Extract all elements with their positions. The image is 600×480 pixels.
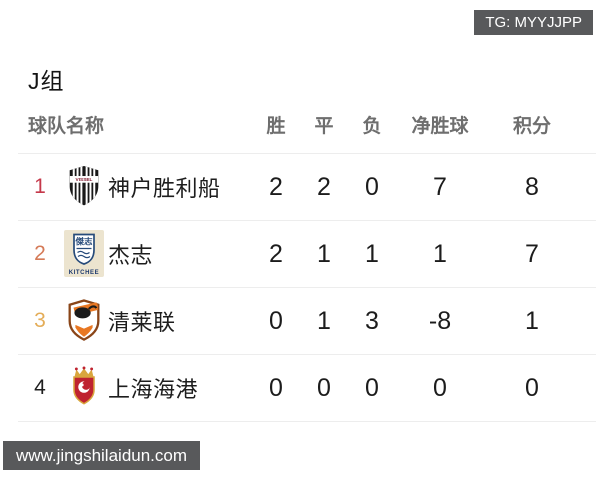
chiangrai-united-logo <box>68 299 100 341</box>
stat-goal-diff: 1 <box>433 239 447 268</box>
svg-text:KITCHEE: KITCHEE <box>69 270 100 276</box>
stat-draw: 2 <box>317 172 331 201</box>
rank-number: 2 <box>34 242 46 265</box>
team-logo-cell: VISSEL <box>62 163 106 211</box>
column-header-draw: 平 <box>314 115 334 137</box>
watermark-badge: www.jingshilaidun.com <box>3 441 201 470</box>
column-header-points: 积分 <box>512 115 551 137</box>
tg-badge: TG: MYYJJPP <box>474 10 593 35</box>
stat-goal-diff: 7 <box>433 172 447 201</box>
team-name: 上海海港 <box>108 377 199 402</box>
table-row[interactable]: 4 上海海港 0 0 0 0 0 <box>18 355 596 422</box>
svg-text:傑志: 傑志 <box>74 237 93 247</box>
stat-win: 2 <box>269 172 283 201</box>
shanghai-port-logo <box>73 366 95 405</box>
stat-goal-diff: -8 <box>428 306 452 335</box>
rank-number: 1 <box>34 175 46 198</box>
team-name: 神户胜利船 <box>108 176 221 201</box>
stat-loss: 1 <box>365 239 379 268</box>
column-header-team: 球队名称 <box>28 115 105 137</box>
team-name: 清莱联 <box>108 310 176 335</box>
stat-loss: 3 <box>365 306 379 335</box>
svg-text:VISSEL: VISSEL <box>76 177 93 183</box>
stat-points: 1 <box>525 306 539 335</box>
stat-points: 0 <box>525 373 539 402</box>
table-row[interactable]: 1 VISSEL <box>18 154 596 221</box>
column-header-win: 胜 <box>266 115 286 137</box>
team-name: 杰志 <box>108 243 154 268</box>
stat-win: 0 <box>269 306 283 335</box>
rank-number: 3 <box>34 309 46 332</box>
stat-draw: 0 <box>317 373 331 402</box>
stat-loss: 0 <box>365 172 379 201</box>
vissel-kobe-logo: VISSEL <box>69 166 99 206</box>
stat-win: 2 <box>269 239 283 268</box>
stat-draw: 1 <box>317 306 331 335</box>
stat-loss: 0 <box>365 373 379 402</box>
team-logo-cell: 傑志 KITCHEE <box>62 229 106 279</box>
stat-points: 7 <box>525 239 539 268</box>
stat-draw: 1 <box>317 239 331 268</box>
column-header-goal-diff: 净胜球 <box>411 115 469 137</box>
stat-goal-diff: 0 <box>433 373 447 402</box>
page-title: J组 <box>28 68 65 94</box>
stat-points: 8 <box>525 172 539 201</box>
team-logo-cell <box>62 297 106 345</box>
kitchee-logo: 傑志 KITCHEE <box>64 230 104 277</box>
table-row[interactable]: 3 清莱联 0 1 3 -8 1 <box>18 288 596 355</box>
standings-body: 1 VISSEL <box>18 154 596 422</box>
table-row[interactable]: 2 傑志 KITCHEE 杰志 2 1 1 1 7 <box>18 221 596 288</box>
header-row: 球队名称 胜 平 负 净胜球 积分 <box>18 103 596 154</box>
rank-number: 4 <box>34 376 46 399</box>
stat-win: 0 <box>269 373 283 402</box>
column-header-loss: 负 <box>362 115 382 137</box>
team-logo-cell <box>62 364 106 412</box>
standings-table: 球队名称 胜 平 负 净胜球 积分 1 <box>0 103 600 422</box>
